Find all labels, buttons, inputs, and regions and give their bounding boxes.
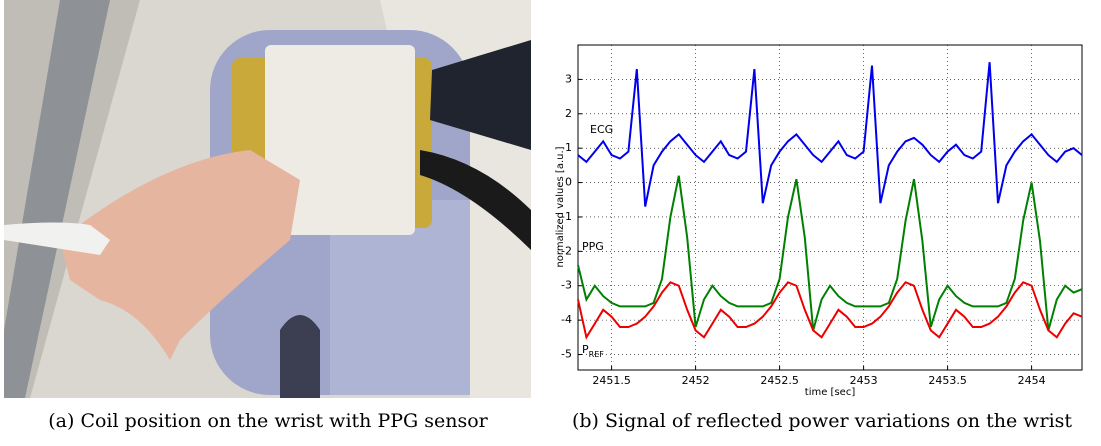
plot-area — [577, 44, 1083, 371]
series-label-subscript: REF — [589, 350, 605, 359]
x-tick-label: 2454 — [1018, 374, 1046, 387]
y-tick-label: -5 — [561, 348, 572, 361]
y-tick-label: -1 — [561, 210, 572, 223]
y-tick-label: 1 — [565, 141, 572, 154]
y-tick-label: 2 — [565, 107, 572, 120]
y-tick-label: -3 — [561, 279, 572, 292]
series-line — [577, 175, 1083, 331]
x-tick-label: 2453.5 — [928, 374, 967, 387]
series-label-text: ECG — [590, 123, 613, 136]
series-label: PPG — [582, 240, 604, 253]
series-label-text: PPG — [582, 240, 604, 253]
series-line — [577, 281, 1083, 340]
plot-frame — [577, 44, 1083, 371]
series-label: ECG — [590, 123, 613, 136]
series-label-text: P — [582, 343, 589, 356]
x-tick-label: 2452.5 — [760, 374, 799, 387]
x-tick-label: 2453 — [850, 374, 878, 387]
x-axis-label: time [sec] — [805, 387, 856, 398]
y-tick-label: -4 — [561, 313, 572, 326]
x-tick-label: 2451.5 — [592, 374, 631, 387]
caption: (b) Signal of reflected power variations… — [572, 410, 1072, 432]
series-label: PREF — [582, 343, 604, 359]
photo — [4, 0, 531, 398]
series-line — [577, 62, 1083, 207]
y-tick-label: -2 — [561, 244, 572, 257]
y-tick-label: 3 — [565, 72, 572, 85]
caption: (a) Coil position on the wrist with PPG … — [48, 410, 488, 432]
x-tick-label: 2452 — [682, 374, 710, 387]
y-tick-label: 0 — [565, 176, 572, 189]
y-axis-label: normalized values [a.u.] — [555, 146, 566, 267]
